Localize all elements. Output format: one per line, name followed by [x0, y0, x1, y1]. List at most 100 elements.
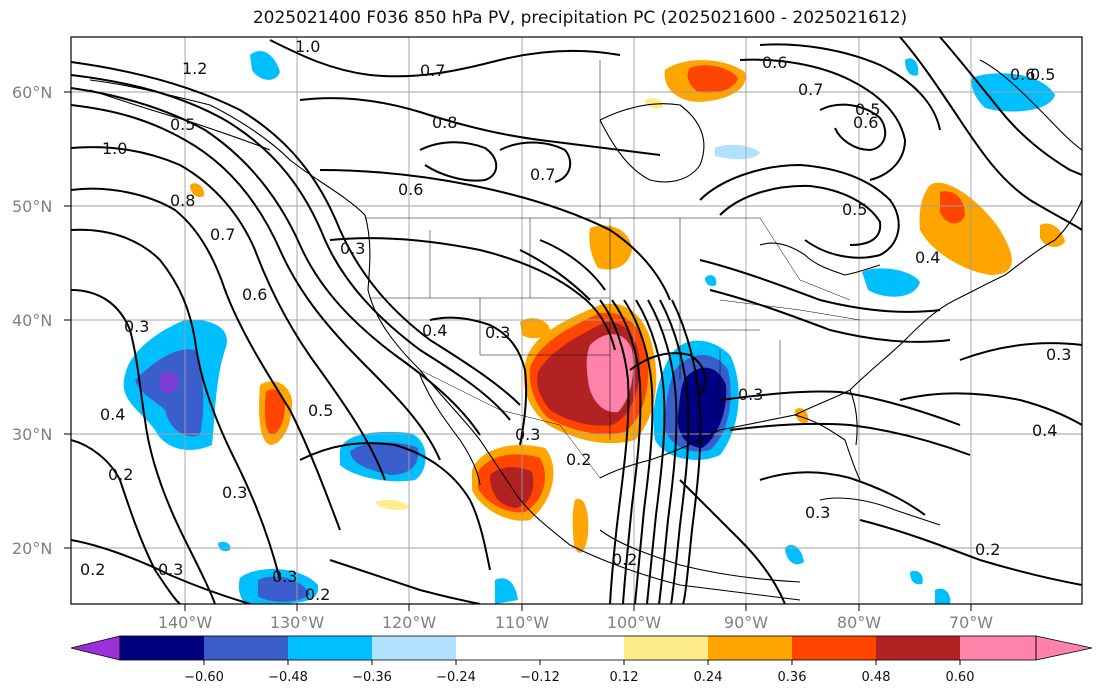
shade-pos-small1 — [520, 318, 550, 339]
lat-label: 50°N — [12, 197, 52, 216]
lat-label: 40°N — [12, 311, 52, 330]
colorbar: −0.60 −0.48 −0.36 −0.24 −0.12 0.12 0.24 … — [70, 635, 1093, 685]
colorbar-tick: 0.60 — [946, 670, 975, 685]
contour-label: 0.8 — [170, 191, 195, 210]
contour-label: 0.4 — [915, 248, 940, 267]
coast-labrador — [979, 59, 1082, 151]
contour-label: 0.5 — [842, 200, 867, 219]
colorbar-segment — [204, 636, 288, 660]
contour-label: 0.5 — [1030, 65, 1055, 84]
axis-ticks — [64, 91, 972, 611]
shade-neg-pacific-dark — [160, 371, 179, 393]
colorbar-segment — [120, 636, 204, 660]
shade-pos-small4 — [375, 500, 410, 510]
coast-gulf — [599, 414, 861, 481]
colorbar-tick: −0.36 — [352, 670, 392, 685]
shade-neg-carib — [785, 544, 804, 565]
shade-pos-east2 — [1040, 223, 1065, 247]
contour-label: 0.6 — [242, 285, 267, 304]
contour-label: 0.3 — [515, 425, 540, 444]
shade-neg-small-4 — [705, 275, 717, 287]
lon-label: 90°W — [724, 613, 768, 632]
colorbar-tick: 0.24 — [694, 670, 723, 685]
contour-label: 0.6 — [398, 180, 423, 199]
colorbar-tick: −0.48 — [268, 670, 308, 685]
colorbar-segment — [540, 636, 624, 660]
coast-east — [849, 199, 1082, 391]
coast-greatlakes — [759, 242, 881, 276]
lon-label: 140°W — [158, 613, 213, 632]
colorbar-segment — [792, 636, 876, 660]
coast-mexico-s — [599, 529, 801, 583]
contour-label: 0.7 — [530, 165, 555, 184]
shade-pos-small2 — [795, 408, 809, 424]
contour-label: 0.3 — [222, 483, 247, 502]
colorbar-tick: 0.48 — [862, 670, 891, 685]
contour-label: 0.3 — [738, 385, 763, 404]
contour-label: 0.3 — [158, 560, 183, 579]
pv-contours — [71, 37, 1082, 604]
contour-label: 0.7 — [210, 225, 235, 244]
lon-label: 100°W — [607, 613, 662, 632]
lat-label: 20°N — [12, 539, 52, 558]
contour-labels: 1.0 1.2 0.5 1.0 0.8 0.7 0.8 0.6 0.6 0.3 … — [80, 37, 1071, 604]
contour-label: 0.3 — [124, 317, 149, 336]
lat-label: 60°N — [12, 83, 52, 102]
shade-pos-co — [589, 225, 632, 270]
colorbar-segment — [456, 636, 540, 660]
lon-label: 130°W — [270, 613, 325, 632]
contour-label: 0.5 — [308, 401, 333, 420]
contour-label: 1.0 — [102, 139, 127, 158]
shade-pos-pacific-red — [264, 389, 285, 435]
coast-west — [89, 79, 801, 601]
map-gridlines — [71, 37, 1082, 604]
shade-neg-gulf-dark — [677, 367, 727, 448]
colorbar-segment — [288, 636, 372, 660]
shade-neg-baja-mid — [350, 442, 419, 475]
shade-pos-small3 — [190, 183, 205, 197]
coast-baja — [419, 374, 481, 486]
colorbar-extend-right — [1035, 635, 1093, 661]
colorbar-tick: 0.12 — [610, 670, 639, 685]
figure-title: 2025021400 F036 850 hPa PV, precipitatio… — [252, 8, 908, 28]
shade-neg-hudson — [715, 144, 760, 160]
coast-hudson — [599, 103, 705, 183]
contour-label: 0.6 — [853, 113, 878, 132]
colorbar-tick: −0.24 — [436, 670, 476, 685]
shade-neg-small-2 — [495, 578, 518, 604]
colorbar-tick: −0.60 — [184, 670, 224, 685]
contour-label: 0.2 — [975, 540, 1000, 559]
precipitation-shading — [123, 51, 1065, 604]
colorbar-segment — [876, 636, 960, 660]
latitude-labels: 20°N 30°N 40°N 50°N 60°N — [12, 83, 52, 558]
colorbar-segment — [960, 636, 1036, 660]
contour-label: 0.7 — [798, 80, 823, 99]
shade-neg-carib2 — [910, 570, 923, 585]
contour-label: 0.2 — [80, 560, 105, 579]
contour-label: 0.2 — [566, 450, 591, 469]
shade-pos-can-red — [687, 65, 738, 93]
shade-neg-ne2 — [905, 58, 919, 76]
colorbar-segment — [624, 636, 708, 660]
contour-label: 0.4 — [1032, 421, 1057, 440]
contour-label: 0.3 — [272, 567, 297, 586]
contour-label: 0.7 — [420, 61, 445, 80]
shade-pos-east-red — [940, 191, 965, 224]
shade-neg-small-3 — [218, 541, 231, 552]
contour-label: 0.4 — [100, 405, 125, 424]
contour-label: 0.6 — [762, 53, 787, 72]
contour-label: 1.2 — [182, 59, 207, 78]
lon-label: 80°W — [837, 613, 881, 632]
colorbar-segment — [372, 636, 456, 660]
contour-label: 0.4 — [422, 321, 447, 340]
longitude-labels: 140°W 130°W 120°W 110°W 100°W 90°W 80°W … — [158, 613, 993, 632]
shade-neg-east — [862, 268, 920, 297]
contour-label: 0.2 — [108, 465, 133, 484]
contour-label: 0.2 — [305, 585, 330, 604]
contour-label: 0.3 — [805, 503, 830, 522]
contour-label: 0.2 — [612, 550, 637, 569]
contour-label: 0.3 — [485, 323, 510, 342]
contour-label: 1.0 — [295, 37, 320, 56]
lat-label: 30°N — [12, 425, 52, 444]
